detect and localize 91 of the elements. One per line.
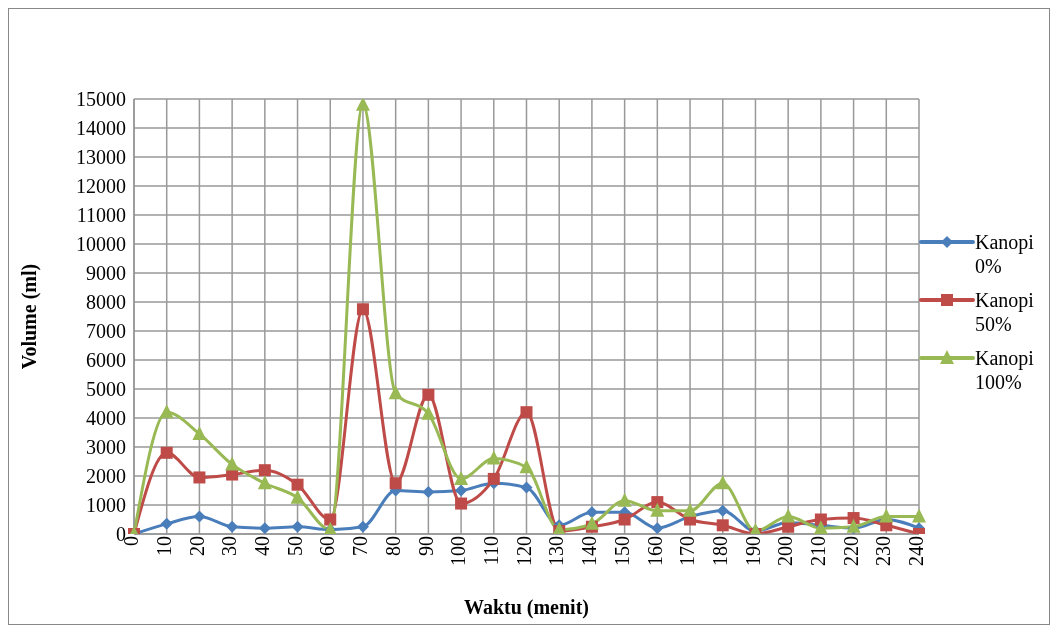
x-tick-label: 60 (316, 536, 339, 556)
x-tick-label: 230 (872, 536, 895, 566)
x-tick-label: 140 (578, 536, 601, 566)
point (683, 502, 698, 517)
y-tick-label: 12000 (76, 175, 126, 198)
point (651, 522, 664, 534)
x-tick-label: 50 (283, 536, 306, 556)
point (879, 508, 894, 523)
point (584, 515, 599, 530)
point (520, 406, 533, 419)
x-tick-label: 170 (676, 536, 699, 566)
point (716, 504, 729, 517)
x-tick-label: 160 (643, 536, 666, 566)
point (389, 477, 402, 490)
point (487, 472, 500, 485)
point (258, 522, 271, 534)
point (421, 405, 436, 420)
point (226, 468, 239, 481)
point (356, 520, 369, 533)
point (715, 475, 730, 490)
y-tick-label: 9000 (86, 262, 126, 285)
x-axis-title: Waktu (menit) (464, 596, 589, 619)
point (455, 497, 468, 510)
legend-label: Kanopi 50% (975, 287, 1034, 336)
point (355, 99, 370, 111)
x-tick-label: 40 (251, 536, 274, 556)
point (193, 510, 206, 523)
y-tick-label: 3000 (86, 436, 126, 459)
point (226, 520, 239, 533)
y-tick-label: 6000 (86, 349, 126, 372)
legend-label: Kanopi 0% (975, 229, 1034, 278)
point (650, 502, 665, 517)
point (193, 471, 206, 484)
x-tick-label: 120 (512, 536, 535, 566)
point (422, 388, 435, 401)
x-tick-label: 30 (218, 536, 241, 556)
x-tick-label: 80 (381, 536, 404, 556)
x-tick-label: 240 (905, 536, 928, 566)
point (847, 512, 860, 525)
x-tick-label: 220 (839, 536, 862, 566)
point (617, 492, 632, 507)
x-tick-label: 10 (152, 536, 175, 556)
y-tick-label: 2000 (86, 465, 126, 488)
point (356, 303, 369, 316)
x-tick-label: 180 (708, 536, 731, 566)
point (520, 481, 533, 494)
y-tick-label: 13000 (76, 146, 126, 169)
point (486, 450, 501, 465)
point (585, 506, 598, 519)
point (192, 425, 207, 440)
point (290, 489, 305, 504)
point (257, 475, 272, 490)
x-tick-label: 130 (545, 536, 568, 566)
point (846, 518, 861, 533)
point (454, 470, 469, 485)
y-tick-label: 11000 (76, 204, 126, 227)
legend-label: Kanopi 100% (975, 345, 1034, 394)
y-tick-label: 7000 (86, 320, 126, 343)
y-tick-label: 14000 (76, 117, 126, 140)
point (160, 517, 173, 530)
x-tick-label: 20 (185, 536, 208, 556)
x-tick-label: 150 (610, 536, 633, 566)
y-tick-label: 5000 (86, 378, 126, 401)
y-tick-label: 15000 (76, 88, 126, 111)
x-tick-label: 90 (414, 536, 437, 556)
point (159, 404, 174, 419)
x-tick-label: 200 (774, 536, 797, 566)
x-tick-label: 210 (807, 536, 830, 566)
point (160, 446, 173, 459)
x-tick-label: 70 (349, 536, 372, 556)
point (618, 513, 631, 526)
point (324, 513, 337, 526)
x-tick-label: 110 (479, 536, 502, 566)
point (422, 485, 435, 498)
point (781, 508, 796, 523)
x-tick-label: 100 (447, 536, 470, 566)
y-tick-label: 1000 (86, 494, 126, 517)
x-tick-label: 190 (741, 536, 764, 566)
y-axis-title: Volume (ml) (18, 263, 42, 370)
y-tick-label: 10000 (76, 233, 126, 256)
point (291, 520, 304, 533)
y-tick-label: 4000 (86, 407, 126, 430)
point (912, 508, 926, 523)
point (455, 484, 468, 497)
point (258, 464, 271, 477)
point (519, 459, 534, 474)
point (716, 519, 729, 532)
point (291, 478, 304, 491)
point (225, 456, 240, 471)
point (388, 385, 403, 400)
y-tick-label: 8000 (86, 291, 126, 314)
